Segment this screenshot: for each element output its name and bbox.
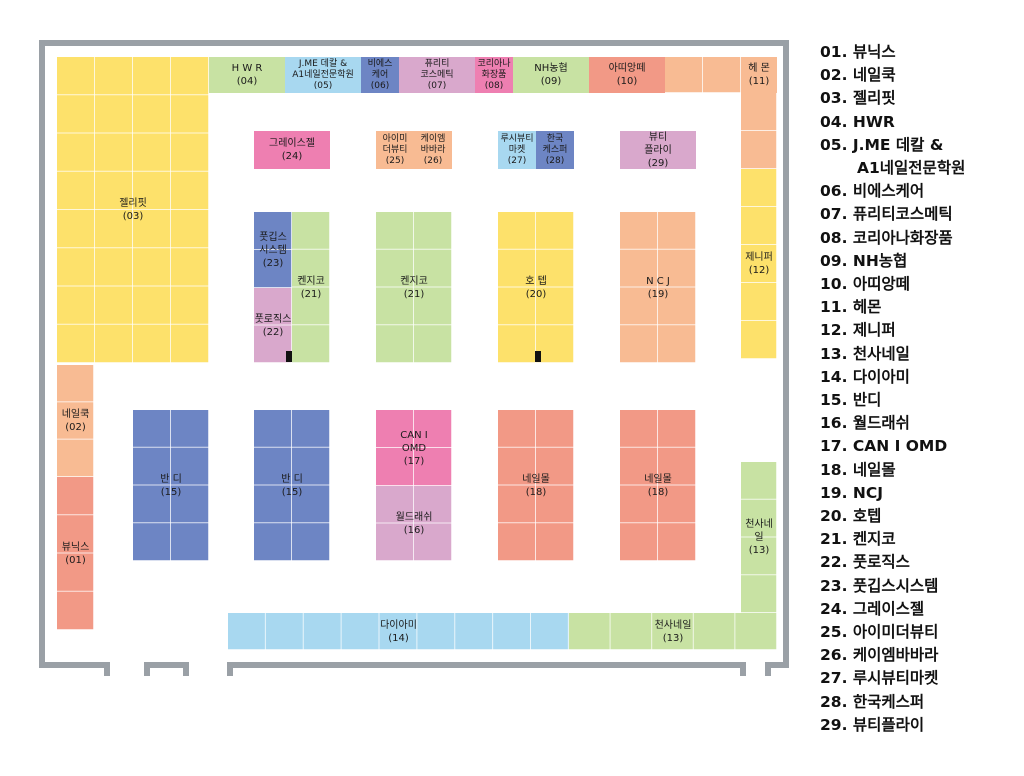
wall-bottom-2-stub-l bbox=[144, 662, 150, 676]
wall-bottom-3-stub-r bbox=[740, 662, 746, 676]
booth-viewnics[interactable]: 뷰닉스 (01) bbox=[57, 477, 94, 630]
booth-hwr[interactable]: H W R (04) bbox=[209, 57, 285, 93]
booth-kenjiko-b[interactable]: 켄지코 (21) bbox=[376, 212, 452, 363]
legend-item: 05. J.ME 데칼 & bbox=[820, 135, 944, 154]
booth-aimi[interactable]: 아이미 더뷰티 (25) bbox=[376, 131, 414, 169]
legend-item: 03. 젤리핏 bbox=[820, 89, 896, 108]
booth-chunsa-vertical[interactable]: 천사네일 (13) bbox=[741, 462, 777, 613]
booth-bscare[interactable]: 비에스 케어 (06) bbox=[361, 57, 399, 93]
legend-item: 18. 네일몰 bbox=[820, 460, 896, 479]
booth-jennifer[interactable]: 제니퍼 (12) bbox=[741, 169, 777, 359]
legend-item: 11. 헤몬 bbox=[820, 298, 882, 317]
wall-bottom-4-stub bbox=[765, 662, 771, 676]
legend-item: 22. 풋로직스 bbox=[820, 553, 910, 572]
wall-right bbox=[783, 40, 789, 668]
booth-kcaspa[interactable]: 한국 케스퍼 (28) bbox=[536, 131, 574, 169]
booth-lucy[interactable]: 루시뷰티 마켓 (27) bbox=[498, 131, 536, 169]
legend-item: 12. 제니퍼 bbox=[820, 321, 896, 340]
booth-chunsa-horizontal[interactable]: 천사네일 (13) bbox=[569, 613, 777, 650]
wall-bottom-3 bbox=[227, 662, 746, 668]
booth-kenjiko-a[interactable]: 켄지코 (21) bbox=[292, 212, 330, 363]
wall-bottom-2-stub-r bbox=[183, 662, 189, 676]
legend-item: 04. HWR bbox=[820, 112, 895, 131]
legend-item: 15. 반디 bbox=[820, 391, 882, 410]
booth-ncj[interactable]: N C J (19) bbox=[620, 212, 696, 363]
booth-nailmall-b[interactable]: 네일몰 (18) bbox=[620, 410, 696, 561]
legend-item: 09. NH농협 bbox=[820, 251, 908, 270]
legend-item: A1네일전문학원 bbox=[857, 159, 966, 178]
booth-purity[interactable]: 퓨리티 코스메틱 (07) bbox=[399, 57, 475, 93]
legend-item: 07. 퓨리티코스메틱 bbox=[820, 205, 953, 224]
legend-item: 17. CAN I OMD bbox=[820, 437, 948, 456]
booth-worldrash[interactable]: 월드래쉬 (16) bbox=[376, 486, 452, 561]
legend-item: 19. NCJ bbox=[820, 483, 883, 502]
legend-item: 23. 풋깁스시스템 bbox=[820, 576, 939, 595]
wall-bottom-2 bbox=[144, 662, 189, 668]
legend-item: 02. 네일쿡 bbox=[820, 66, 896, 85]
booth-jellypit[interactable]: 젤리핏 (03) bbox=[57, 57, 209, 363]
booth-hotep[interactable]: 호 텝 (20) bbox=[498, 212, 574, 363]
legend-item: 10. 아띠앙떼 bbox=[820, 275, 910, 294]
booth-apiang[interactable]: 아띠앙떼 (10) bbox=[589, 57, 665, 93]
booth-unlabeled-peach-top[interactable] bbox=[665, 57, 741, 93]
legend-item: 06. 비에스케어 bbox=[820, 182, 925, 201]
legend-item: 25. 아이미더뷰티 bbox=[820, 623, 939, 642]
booth-canomd[interactable]: CAN I OMD (17) bbox=[376, 410, 452, 486]
booth-unlabeled-peach-right[interactable] bbox=[741, 93, 777, 169]
legend-item: 13. 천사네일 bbox=[820, 344, 910, 363]
legend-item: 24. 그레이스젤 bbox=[820, 599, 925, 618]
legend-item: 16. 월드래쉬 bbox=[820, 414, 910, 433]
booth-bandi-b[interactable]: 반 디 (15) bbox=[254, 410, 330, 561]
legend-item: 26. 케이엠바바라 bbox=[820, 646, 939, 665]
wall-top bbox=[39, 40, 789, 46]
booth-nailmall-a[interactable]: 네일몰 (18) bbox=[498, 410, 574, 561]
booth-nh[interactable]: NH농협 (09) bbox=[513, 57, 589, 93]
booth-pgib[interactable]: 풋깁스 시스템 (23) bbox=[254, 212, 292, 288]
booth-beautyflier[interactable]: 뷰티 플라이 (29) bbox=[620, 131, 696, 169]
booth-pforox[interactable]: 풋로직스 (22) bbox=[254, 288, 292, 363]
booth-legend: 01. 뷰닉스 02. 네일쿡 03. 젤리핏 04. HWR 05. J.ME 데칼 … bbox=[820, 41, 1020, 737]
wall-bottom-3-stub-l bbox=[227, 662, 233, 676]
legend-item: 01. 뷰닉스 bbox=[820, 43, 896, 61]
booth-hemon[interactable]: 헤 몬 (11) bbox=[741, 57, 777, 93]
booth-koreana[interactable]: 코리아나 화장품 (08) bbox=[475, 57, 513, 93]
wall-bottom-1-stub bbox=[104, 662, 110, 676]
legend-item: 27. 루시뷰티마켓 bbox=[820, 669, 939, 688]
legend-item: 14. 다이아미 bbox=[820, 367, 910, 386]
booth-diami[interactable]: 다이아미 (14) bbox=[228, 613, 569, 650]
legend-item: 20. 호텝 bbox=[820, 507, 882, 526]
booth-nailcook[interactable]: 네일쿡 (02) bbox=[57, 365, 94, 477]
booth-kmbarbara[interactable]: 케이엠 바바라 (26) bbox=[414, 131, 452, 169]
booth-jme[interactable]: J.ME 데칼 & A1네일전문학원 (05) bbox=[285, 57, 361, 93]
booth-bandi-a[interactable]: 반 디 (15) bbox=[133, 410, 209, 561]
legend-item: 21. 켄지코 bbox=[820, 530, 896, 549]
wall-left bbox=[39, 40, 45, 668]
legend-item: 29. 뷰티플라이 bbox=[820, 715, 925, 734]
legend-item: 28. 한국케스퍼 bbox=[820, 692, 925, 711]
wall-bottom-1 bbox=[39, 662, 110, 668]
pillar-marker bbox=[535, 351, 541, 362]
pillar-marker bbox=[286, 351, 292, 362]
wall-bottom-4 bbox=[765, 662, 789, 668]
booth-grace[interactable]: 그레이스젤 (24) bbox=[254, 131, 330, 169]
legend-item: 08. 코리아나화장품 bbox=[820, 228, 953, 247]
